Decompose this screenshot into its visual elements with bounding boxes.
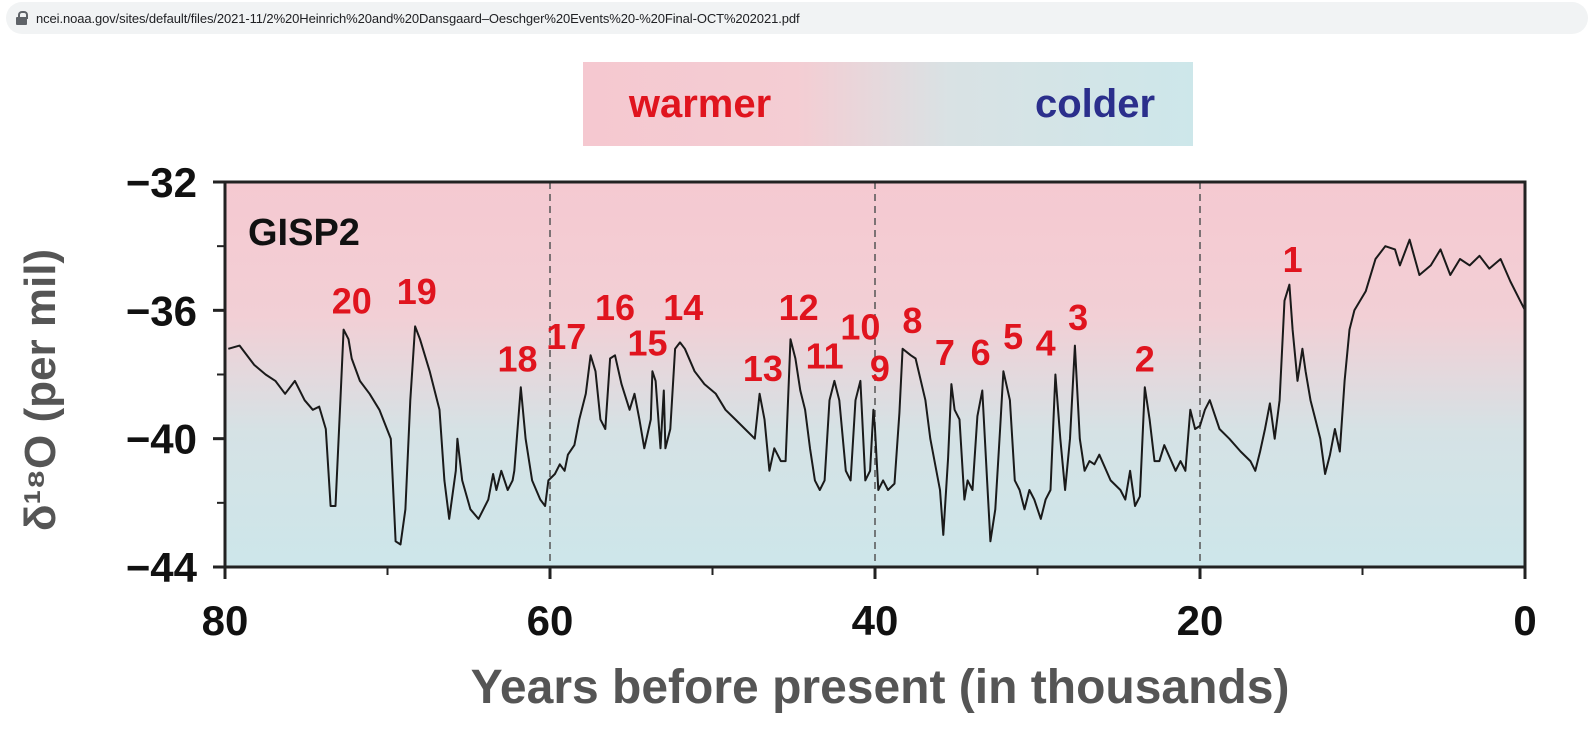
legend-colder-label: colder [1035,82,1155,126]
x-tick-label: 60 [527,597,574,644]
event-label-12: 12 [779,287,819,328]
x-tick-label: 0 [1513,597,1536,644]
event-label-16: 16 [595,287,635,328]
x-tick-label: 80 [202,597,249,644]
gisp2-series-line [228,238,1526,546]
event-label-18: 18 [497,338,537,379]
event-label-3: 3 [1068,297,1088,338]
event-label-9: 9 [870,348,890,389]
event-label-10: 10 [840,306,880,347]
x-tick-label: 20 [1177,597,1224,644]
event-label-5: 5 [1003,316,1023,357]
event-label-7: 7 [935,332,955,373]
event-label-15: 15 [627,322,667,363]
lock-icon[interactable] [16,11,28,25]
y-tick-label: −36 [126,287,197,334]
legend-warmer-label: warmer [628,82,771,126]
event-label-14: 14 [663,287,703,328]
y-tick-label: −32 [126,159,197,206]
event-label-11: 11 [806,335,844,376]
y-axis-label: δ¹⁸O (per mil) [16,249,65,531]
event-label-20: 20 [332,281,372,322]
event-label-4: 4 [1036,322,1056,363]
event-label-2: 2 [1135,338,1155,379]
address-bar[interactable]: ncei.noaa.gov/sites/default/files/2021-1… [6,2,1588,34]
legend: warmer colder [583,62,1193,146]
x-axis-label: Years before present (in thousands) [471,661,1290,714]
event-label-1: 1 [1283,239,1303,280]
y-tick-label: −44 [126,544,198,591]
event-label-19: 19 [397,271,437,312]
event-label-17: 17 [546,316,586,357]
y-tick-label: −40 [126,416,197,463]
url-text[interactable]: ncei.noaa.gov/sites/default/files/2021-1… [36,10,800,26]
event-label-8: 8 [902,300,922,341]
event-label-13: 13 [743,348,783,389]
x-tick-label: 40 [852,597,899,644]
chart-title: GISP2 [248,212,360,254]
legend-gradient-bar [583,62,1193,146]
event-label-6: 6 [971,332,991,373]
